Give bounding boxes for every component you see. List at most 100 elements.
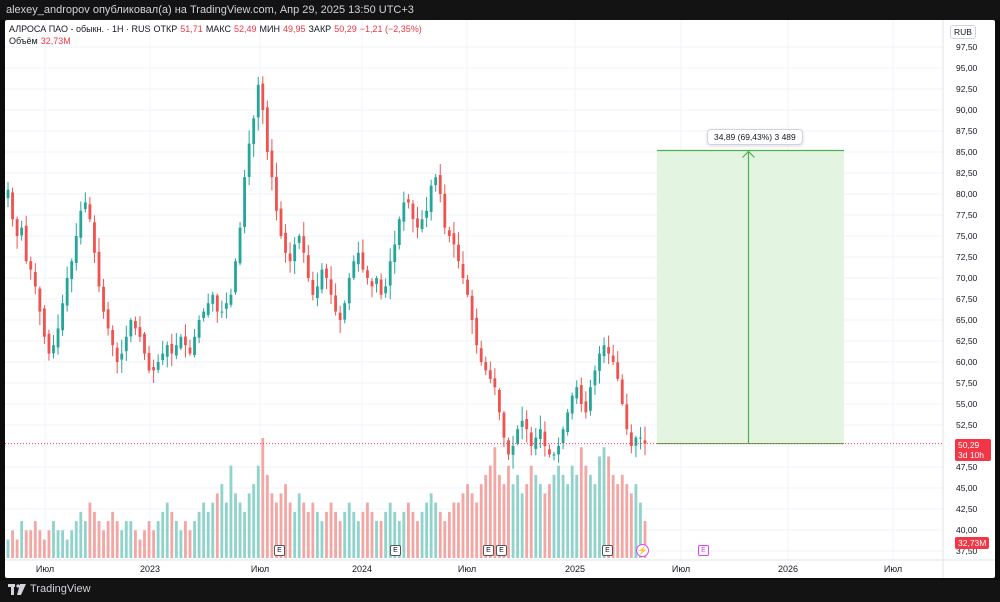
price-tick-label: 42,50 [956, 504, 978, 514]
volume-bar [393, 511, 397, 558]
earnings-event-icon[interactable]: E [483, 545, 494, 556]
legend-volume-value: 32,73M [40, 36, 71, 46]
candle-body [288, 253, 292, 262]
candle-body [347, 278, 351, 304]
candle-body [529, 432, 533, 446]
candle-body [570, 395, 574, 414]
candle-body [343, 303, 347, 320]
legend-low-value: 49,95 [282, 24, 306, 34]
volume-bar [561, 474, 565, 558]
candle-body [329, 279, 333, 295]
volume-bar [616, 484, 620, 558]
volume-bar [643, 521, 647, 558]
candle-body [52, 345, 55, 354]
candle-body [566, 412, 570, 433]
volume-bar [224, 502, 228, 558]
volume-bar [311, 502, 315, 558]
candle-body [211, 294, 215, 304]
earnings-event-icon[interactable]: E [602, 545, 613, 556]
candle-body [20, 227, 24, 236]
volume-bar [47, 530, 51, 558]
volume-bar [579, 447, 583, 558]
candle-body [115, 347, 119, 362]
price-axis[interactable]: 97,50 95,00 92,50 90,00 87,50 85,00 82,50 80,00… [942, 20, 978, 578]
legend-symbol[interactable]: АЛРОСА ПАО - обыкн. · 1Н · RUS [9, 24, 151, 34]
price-tick-label: 70,00 [956, 273, 978, 283]
candle-body [516, 429, 520, 444]
volume-bars [6, 438, 647, 558]
volume-bar [252, 484, 256, 558]
volume-bar [115, 521, 119, 558]
candle-body [525, 419, 529, 430]
candle-body [406, 199, 410, 203]
candle-body [111, 329, 115, 346]
tradingview-logo[interactable]: TradingView [8, 583, 91, 595]
volume-bar [397, 521, 401, 558]
dividend-event-icon[interactable]: ⚡ [636, 544, 649, 557]
volume-bar [443, 521, 447, 558]
volume-bar [238, 502, 242, 558]
volume-bar [65, 539, 69, 558]
volume-bar [493, 447, 497, 558]
volume-bar [184, 521, 187, 558]
volume-bar [275, 502, 278, 558]
price-tick-label: 75,00 [956, 231, 978, 241]
candle-body [156, 362, 160, 370]
price-tick-label: 55,00 [956, 399, 978, 409]
volume-bar [584, 465, 588, 558]
volume-bar [261, 438, 265, 558]
volume-bar [507, 465, 510, 558]
volume-bar [352, 511, 356, 558]
candle-body [152, 367, 156, 371]
volume-bar [83, 521, 87, 558]
candle-body [61, 303, 65, 331]
candle-body [315, 286, 319, 299]
volume-bar [211, 502, 215, 558]
volume-bar [402, 511, 406, 558]
candle-body [106, 309, 110, 329]
candle-body [102, 286, 105, 312]
candle-body [361, 252, 365, 270]
earnings-event-icon[interactable]: E [274, 545, 285, 556]
volume-bar [229, 465, 233, 558]
volume-bar [302, 502, 306, 558]
price-range-measure[interactable] [657, 149, 844, 445]
volume-bar [534, 474, 538, 558]
candle-body [188, 347, 192, 354]
currency-badge[interactable]: RUB [950, 25, 976, 39]
price-chart[interactable]: 97,50 95,00 92,50 90,00 87,50 85,00 82,50 80,00… [5, 20, 995, 578]
candle-body [275, 176, 278, 211]
candle-body [256, 84, 260, 118]
volume-bar [593, 484, 597, 558]
earnings-event-icon[interactable]: E [496, 545, 507, 556]
volume-bar [484, 474, 488, 558]
candle-body [93, 222, 96, 253]
time-tick-label: Июл [672, 564, 690, 574]
candle-body [557, 446, 560, 455]
price-tick-label: 92,50 [956, 84, 978, 94]
future-earnings-event-icon[interactable]: E [698, 545, 709, 556]
chart-pane[interactable]: 97,50 95,00 92,50 90,00 87,50 85,00 82,50 80,00… [5, 20, 995, 578]
volume-bar [516, 474, 520, 558]
candle-body [279, 208, 283, 236]
volume-bar [20, 521, 24, 558]
volume-bar [566, 484, 570, 558]
volume-bar [634, 484, 638, 558]
candle-body [625, 404, 629, 430]
time-axis[interactable]: Июл 2023 Июл 2024 Июл 2025 Июл 2026 Июл [5, 559, 995, 574]
volume-bar [475, 502, 479, 558]
candle-body [338, 312, 342, 320]
candle-body [479, 348, 483, 362]
price-tick-label: 52,50 [956, 420, 978, 430]
candle-body [124, 336, 128, 352]
volume-bar [52, 521, 55, 558]
volume-bar [170, 511, 174, 558]
volume-bar [11, 530, 14, 558]
volume-bar [379, 521, 383, 558]
legend-volume-label[interactable]: Объём [9, 36, 38, 46]
legend-high-label: МАКС [205, 24, 231, 34]
candle-body [634, 437, 638, 446]
candle-body [120, 353, 124, 360]
earnings-event-icon[interactable]: E [390, 545, 401, 556]
candle-body [297, 236, 301, 243]
